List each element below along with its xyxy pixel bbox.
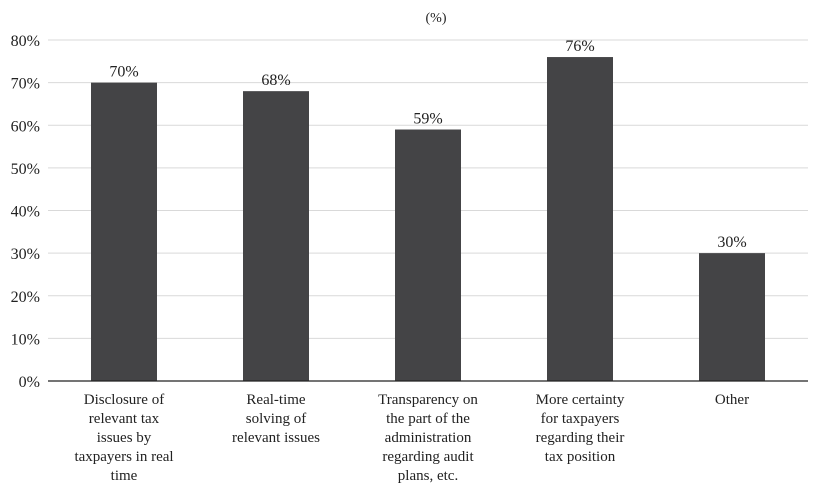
x-tick-label: regarding their [536,430,625,446]
y-tick-label: 50% [11,161,40,178]
bar [91,82,157,381]
x-axis: Disclosure of relevant tax issues by taxpay… [48,380,808,484]
y-tick-label: 80% [11,33,40,50]
y-tick-label: 60% [11,118,40,135]
x-tick-label: Other [715,392,749,408]
y-tick-label: 0% [19,374,40,391]
data-label: 68% [261,72,290,89]
x-tick-label: Real-time [246,392,305,408]
x-tick-label: tax position [545,449,616,465]
data-labels: 70% 68% 59% 76% 30% [109,38,746,251]
x-tick-label: relevant tax [89,411,160,427]
x-tick-label: regarding audit [382,449,474,465]
x-tick-label: solving of [246,411,306,427]
x-tick-label: Disclosure of [84,392,164,408]
data-label: 30% [717,234,746,251]
bar [699,253,765,381]
x-tick-label: for taxpayers [541,411,620,427]
y-tick-label: 40% [11,204,40,221]
y-tick-label: 20% [11,289,40,306]
data-label: 59% [413,111,442,128]
x-tick-label: relevant issues [232,430,320,446]
x-tick-label: the part of the [386,411,470,427]
bar [395,129,461,381]
y-tick-label: 10% [11,331,40,348]
x-tick-label: plans, etc. [398,468,458,484]
y-tick-label: 70% [11,76,40,93]
x-tick-label: administration [385,430,472,446]
x-tick-label: issues by [97,430,152,446]
bar [547,57,613,382]
x-tick-label: time [111,468,138,484]
data-label: 70% [109,64,138,81]
x-tick-label: taxpayers in real [74,449,173,465]
data-label: 76% [565,38,594,55]
y-tick-label: 30% [11,246,40,263]
y-axis: 0% 10% 20% 30% 40% 50% 60% 70% 80% [11,33,40,391]
x-tick-label: More certainty [536,392,625,408]
chart-title: (%) [426,11,447,26]
x-tick-label: Transparency on [378,392,478,408]
bar [243,91,309,382]
bars [91,57,765,382]
